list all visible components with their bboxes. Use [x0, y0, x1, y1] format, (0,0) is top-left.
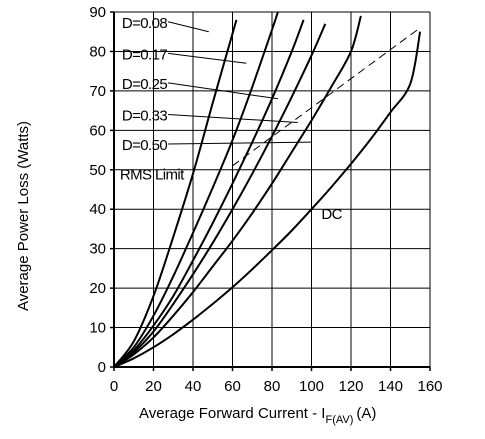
series-line-d-0-25	[113, 19, 305, 368]
annotation-leader-d-0-33	[168, 113, 298, 123]
x-axis-title-unit: (A)	[356, 405, 376, 422]
annotation-leader-d-0-50	[168, 141, 312, 145]
axes	[110, 11, 431, 371]
y-tick-label-10: 10	[89, 320, 106, 337]
tick-labels: 0 20 40 60 80 100 120 140 160 0 10 20 30 40 50 60 70 80 90	[89, 4, 442, 395]
x-tick-label-0: 0	[110, 378, 118, 395]
series-line-d-0-17	[113, 11, 279, 368]
series-line-d-0-50	[113, 15, 362, 368]
x-tick-label-120: 120	[338, 378, 363, 395]
x-tick-label-60: 60	[224, 378, 241, 395]
y-tick-label-80: 80	[89, 43, 106, 60]
annotation-leader-d-0-17	[168, 52, 247, 64]
series-lines	[113, 11, 422, 368]
series-line-d-0-08	[113, 19, 238, 368]
x-axis-title-main: Average Forward Current - I	[139, 405, 325, 422]
annotation-leader-d-0-25	[168, 82, 278, 100]
x-axis-title: Average Forward Current - IF(AV) (A)	[139, 405, 376, 426]
series-line-d-0-33	[113, 23, 327, 368]
x-axis-title-subscript: F(AV)	[325, 414, 353, 426]
x-tick-label-160: 160	[417, 378, 442, 395]
annotation-label-d-0-08: D=0.08	[122, 15, 167, 32]
y-tick-label-70: 70	[89, 83, 106, 100]
y-tick-label-40: 40	[89, 201, 106, 218]
y-tick-label-0: 0	[98, 359, 106, 376]
y-tick-label-90: 90	[89, 4, 106, 21]
x-tick-label-100: 100	[299, 378, 324, 395]
y-tick-label-20: 20	[89, 280, 106, 297]
annotation-label-d-0-17: D=0.17	[122, 46, 167, 63]
annotation-label-d-0-33: D=0.33	[122, 107, 167, 124]
annotation-label-rms-limit: RMS Limit	[120, 167, 185, 184]
y-tick-label-60: 60	[89, 122, 106, 139]
curve-annotations: D=0.08 D=0.17 D=0.25 D=0.33 D=0.50 RMS Limit D…	[120, 15, 343, 223]
x-tick-label-40: 40	[185, 378, 202, 395]
x-tick-label-20: 20	[145, 378, 162, 395]
annotation-label-d-0-25: D=0.25	[122, 76, 167, 93]
y-tick-label-30: 30	[89, 241, 106, 258]
series-line-dc	[113, 31, 422, 368]
annotation-label-d-0-50: D=0.50	[122, 137, 167, 154]
annotation-label-dc: DC	[321, 206, 342, 223]
x-tick-label-140: 140	[378, 378, 403, 395]
y-tick-label-50: 50	[89, 162, 106, 179]
annotation-leader-d-0-08	[167, 21, 209, 33]
y-axis-title: Average Power Loss (Watts)	[15, 121, 32, 311]
x-tick-label-80: 80	[264, 378, 281, 395]
